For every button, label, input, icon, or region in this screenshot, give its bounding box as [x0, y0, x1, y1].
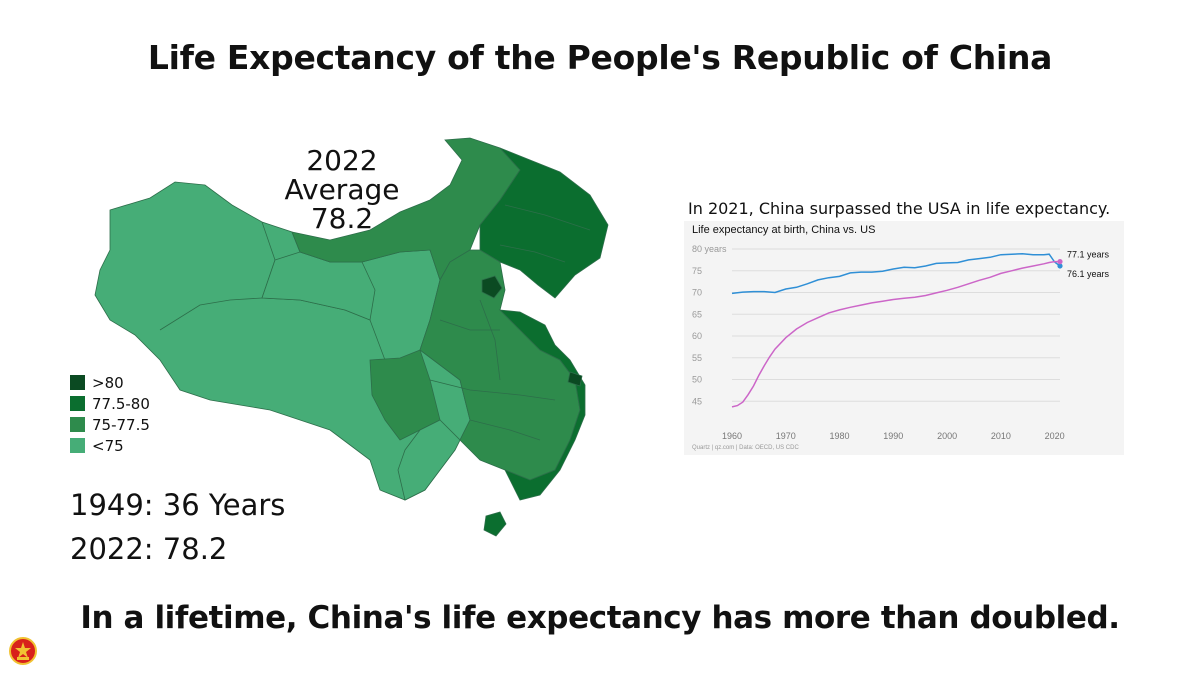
- legend-label: 77.5-80: [92, 394, 150, 413]
- map-border-line: [159, 221, 276, 331]
- legend-label: >80: [92, 373, 124, 392]
- footer-text: In a lifetime, China's life expectancy h…: [80, 600, 1120, 636]
- map-border-line: [429, 299, 556, 441]
- legend-swatch: [70, 396, 85, 411]
- map-legend: >80 77.5-80 75-77.5 <75: [70, 372, 150, 456]
- line-chart: 45 50 55 60 65 70 75 80 years 1960 1970 1980 1990 20…: [692, 244, 1110, 441]
- legend-label: 75-77.5: [92, 415, 150, 434]
- series-line: [731, 260, 1060, 408]
- legend-swatch: [70, 417, 85, 432]
- legend-swatch: [70, 438, 85, 453]
- legend-item: 75-77.5: [70, 414, 150, 435]
- page-title: Life Expectancy of the People's Republic…: [147, 38, 1053, 77]
- y-tick-label: 70: [692, 288, 702, 298]
- x-tick-label: 1970: [776, 431, 796, 441]
- average-value: 78.2: [310, 202, 374, 235]
- map-region-east-coast: [498, 309, 586, 501]
- stat-2022: 2022: 78.2: [70, 532, 228, 566]
- line-chart-panel: 45 50 55 60 65 70 75 80 years 1960 1970 1980 1990 20…: [684, 221, 1124, 455]
- legend-item: 77.5-80: [70, 393, 150, 414]
- national-emblem-icon: [9, 637, 37, 665]
- average-block: 2022 Average 78.2: [262, 146, 422, 233]
- x-tick-label: 2020: [1045, 431, 1065, 441]
- series-end-point: [1057, 259, 1063, 265]
- map-border-line: [499, 204, 591, 263]
- series-line: [731, 253, 1061, 295]
- map-region-northeast: [479, 147, 609, 299]
- x-tick-label: 2000: [937, 431, 957, 441]
- series-end-label: 77.1 years: [1067, 250, 1110, 260]
- chart-title: Life expectancy at birth, China vs. US: [692, 224, 876, 236]
- average-label: Average: [284, 173, 400, 206]
- map-region-hainan: [483, 511, 507, 537]
- legend-item: >80: [70, 372, 150, 393]
- chart-source: Quartz | qz.com | Data: OECD, US CDC: [692, 445, 799, 451]
- map-region-beijing: [481, 275, 503, 299]
- series-end-label: 76.1 years: [1067, 269, 1110, 279]
- stats-block: 1949: 36 Years 2022: 78.2: [70, 488, 285, 576]
- x-tick-label: 1990: [883, 431, 903, 441]
- x-tick-label: 2010: [991, 431, 1011, 441]
- y-tick-label: 50: [692, 375, 702, 385]
- series-end-point: [1057, 263, 1063, 269]
- y-tick-label: 75: [692, 266, 702, 276]
- china-life-expectancy-map: [94, 137, 609, 537]
- legend-swatch: [70, 375, 85, 390]
- average-year: 2022: [306, 144, 378, 177]
- x-tick-label: 1980: [830, 431, 850, 441]
- map-region-shanghai: [567, 371, 583, 387]
- y-tick-label: 60: [692, 331, 702, 341]
- stat-1949: 1949: 36 Years: [70, 488, 286, 522]
- y-tick-label: 45: [692, 396, 702, 406]
- y-tick-label: 55: [692, 353, 702, 363]
- map-region-yunnan: [397, 419, 461, 501]
- y-tick-label: 80 years: [692, 244, 727, 254]
- legend-label: <75: [92, 436, 124, 455]
- y-tick-label: 65: [692, 309, 702, 319]
- chart-caption: In 2021, China surpassed the USA in life…: [688, 199, 1111, 218]
- x-tick-label: 1960: [722, 431, 742, 441]
- legend-item: <75: [70, 435, 150, 456]
